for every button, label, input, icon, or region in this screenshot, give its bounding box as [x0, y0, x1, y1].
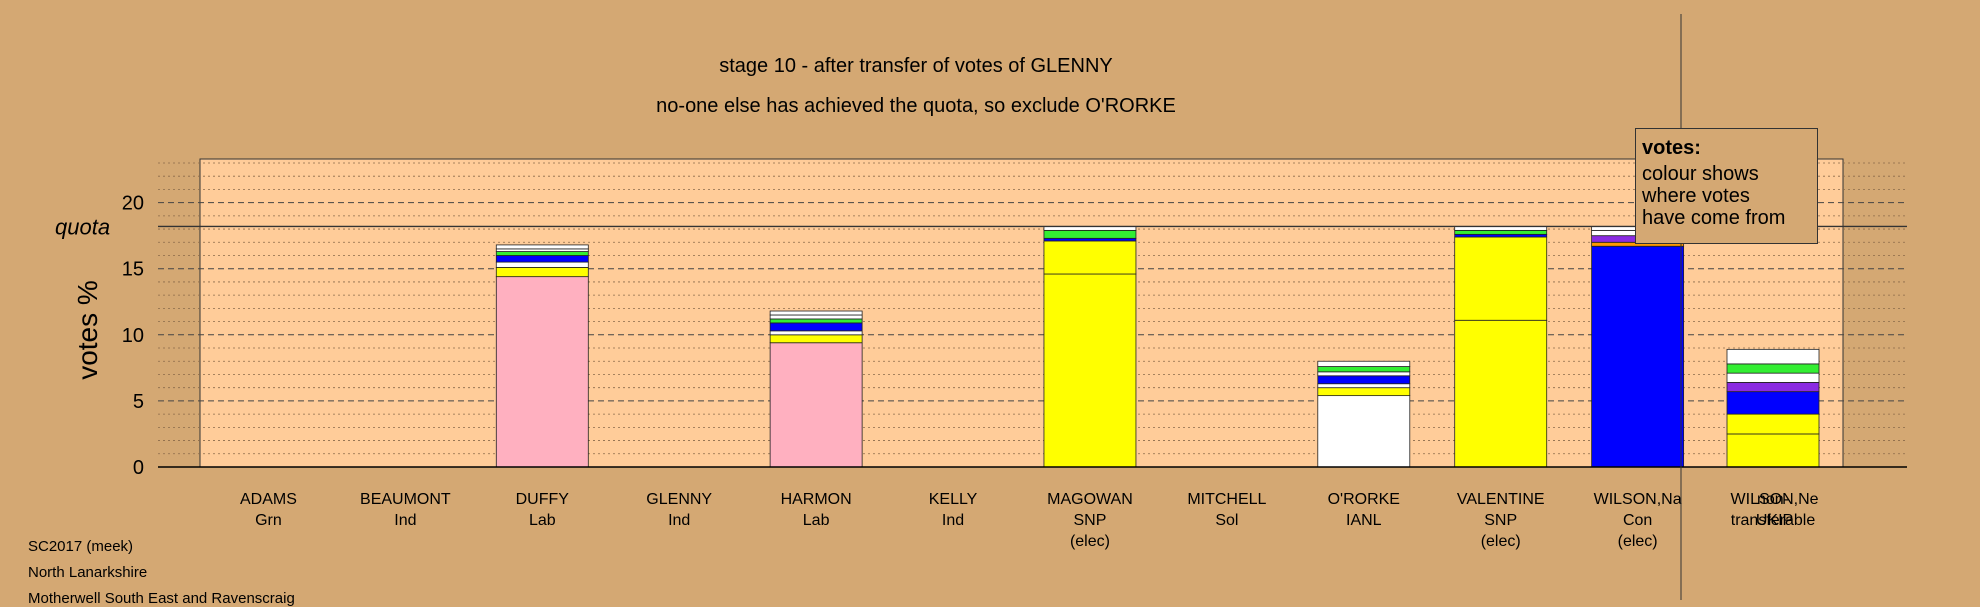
nontransferable-segment [1726, 372, 1820, 383]
y-tick-label: 15 [122, 259, 144, 281]
candidate-party-label: Ind [668, 512, 690, 529]
nontransferable-segment [1726, 381, 1820, 393]
candidate-name-label: KELLY [929, 491, 978, 508]
nontransferable-segment [1726, 391, 1820, 415]
y-tick-label: 10 [122, 325, 144, 347]
candidate-name-label: HARMON [781, 491, 852, 508]
candidate-status-label: (elec) [1070, 533, 1110, 550]
bar-segment [495, 244, 589, 250]
bar-segment [769, 310, 863, 316]
candidate-party-label: Con [1623, 512, 1652, 529]
candidate-name-label: ADAMS [240, 491, 297, 508]
candidate-name-label: WILSON,Na [1594, 491, 1682, 508]
candidate-name-label: BEAUMONT [360, 491, 451, 508]
bar-segment [1317, 371, 1411, 377]
candidate-party-label: SNP [1074, 512, 1107, 529]
y-tick-label: 20 [122, 193, 144, 215]
plot-area [158, 158, 1907, 468]
nontransferable-label: non- [1757, 491, 1789, 508]
bar-segment [769, 318, 863, 324]
bar-segment [1317, 375, 1411, 385]
bar-segment [1043, 240, 1137, 275]
candidate-party-label: Lab [803, 512, 830, 529]
bar-segment [769, 314, 863, 320]
bar-segment [1317, 387, 1411, 397]
bar-segment [1317, 360, 1411, 367]
legend-title: votes: [1642, 137, 1701, 159]
candidate-party-label: IANL [1346, 512, 1382, 529]
bar-segment [495, 255, 589, 263]
candidate-party-label: Grn [255, 512, 282, 529]
bar-segment [1317, 366, 1411, 373]
candidate-status-label: (elec) [1481, 533, 1521, 550]
legend-text-line: have come from [1642, 207, 1786, 229]
bar-segment [769, 322, 863, 332]
chart-title: stage 10 - after transfer of votes of GL… [719, 55, 1113, 77]
nontransferable-segment [1726, 433, 1820, 468]
y-tick-label: 0 [133, 457, 144, 479]
bar-segment [495, 266, 589, 278]
bar-segment [495, 276, 589, 468]
bar-segment [1454, 236, 1548, 321]
bar-segment [495, 251, 589, 256]
bar-segment [769, 334, 863, 344]
legend-text-line: colour shows [1642, 163, 1759, 185]
candidate-name-label: WILSON,Ne [1731, 491, 1819, 508]
nontransferable-segment [1726, 348, 1820, 365]
candidate-name-label: DUFFY [516, 491, 570, 508]
candidate-party-label: Ind [394, 512, 416, 529]
candidate-name-label: MITCHELL [1187, 491, 1266, 508]
candidate-party-label: Lab [529, 512, 556, 529]
candidate-name-label: GLENNY [646, 491, 712, 508]
bar-segment [1317, 383, 1411, 389]
candidate-party-label: SNP [1484, 512, 1517, 529]
legend-text-line: where votes [1642, 185, 1750, 207]
nontransferable-segment [1726, 413, 1820, 435]
candidate-party-label: Sol [1215, 512, 1238, 529]
axes: 0 5 10 15 20 ADAMS Grn BEAUMONT Ind DUFFY Lab GLENN… [122, 14, 1907, 600]
candidate-name-label: VALENTINE [1457, 491, 1545, 508]
candidate-party-label: UKIP [1756, 512, 1793, 529]
bar-segment [1454, 319, 1548, 468]
footer-election: SC2017 (meek) [28, 538, 134, 555]
bar-segment [1591, 245, 1685, 468]
footer-council: North Lanarkshire [28, 564, 148, 581]
candidate-party-label: Ind [942, 512, 964, 529]
chart-subtitle: no-one else has achieved the quota, so e… [656, 95, 1176, 117]
candidate-status-label: (elec) [1618, 533, 1658, 550]
footer-ward: Motherwell South East and Ravenscraig [28, 590, 295, 607]
bar-segment [1317, 395, 1411, 468]
candidate-name-label: MAGOWAN [1047, 491, 1133, 508]
nontransferable-label: transferable [1731, 512, 1816, 529]
legend-box: votes: colour shows where votes have com… [1635, 128, 1818, 244]
nontransferable-segment [1726, 363, 1820, 374]
bars [495, 226, 1820, 468]
candidate-name-label: O'RORKE [1328, 491, 1400, 508]
y-axis-label: votes % [72, 280, 103, 380]
plot-background [199, 158, 1844, 468]
bar-segment [1043, 273, 1137, 468]
bar-segment [495, 261, 589, 268]
quota-label: quota [55, 214, 110, 239]
bar-segment [1454, 229, 1548, 235]
bar-segment [1043, 229, 1137, 239]
bar-segment [769, 342, 863, 468]
bar-segment [769, 330, 863, 336]
y-tick-label: 5 [133, 391, 144, 413]
